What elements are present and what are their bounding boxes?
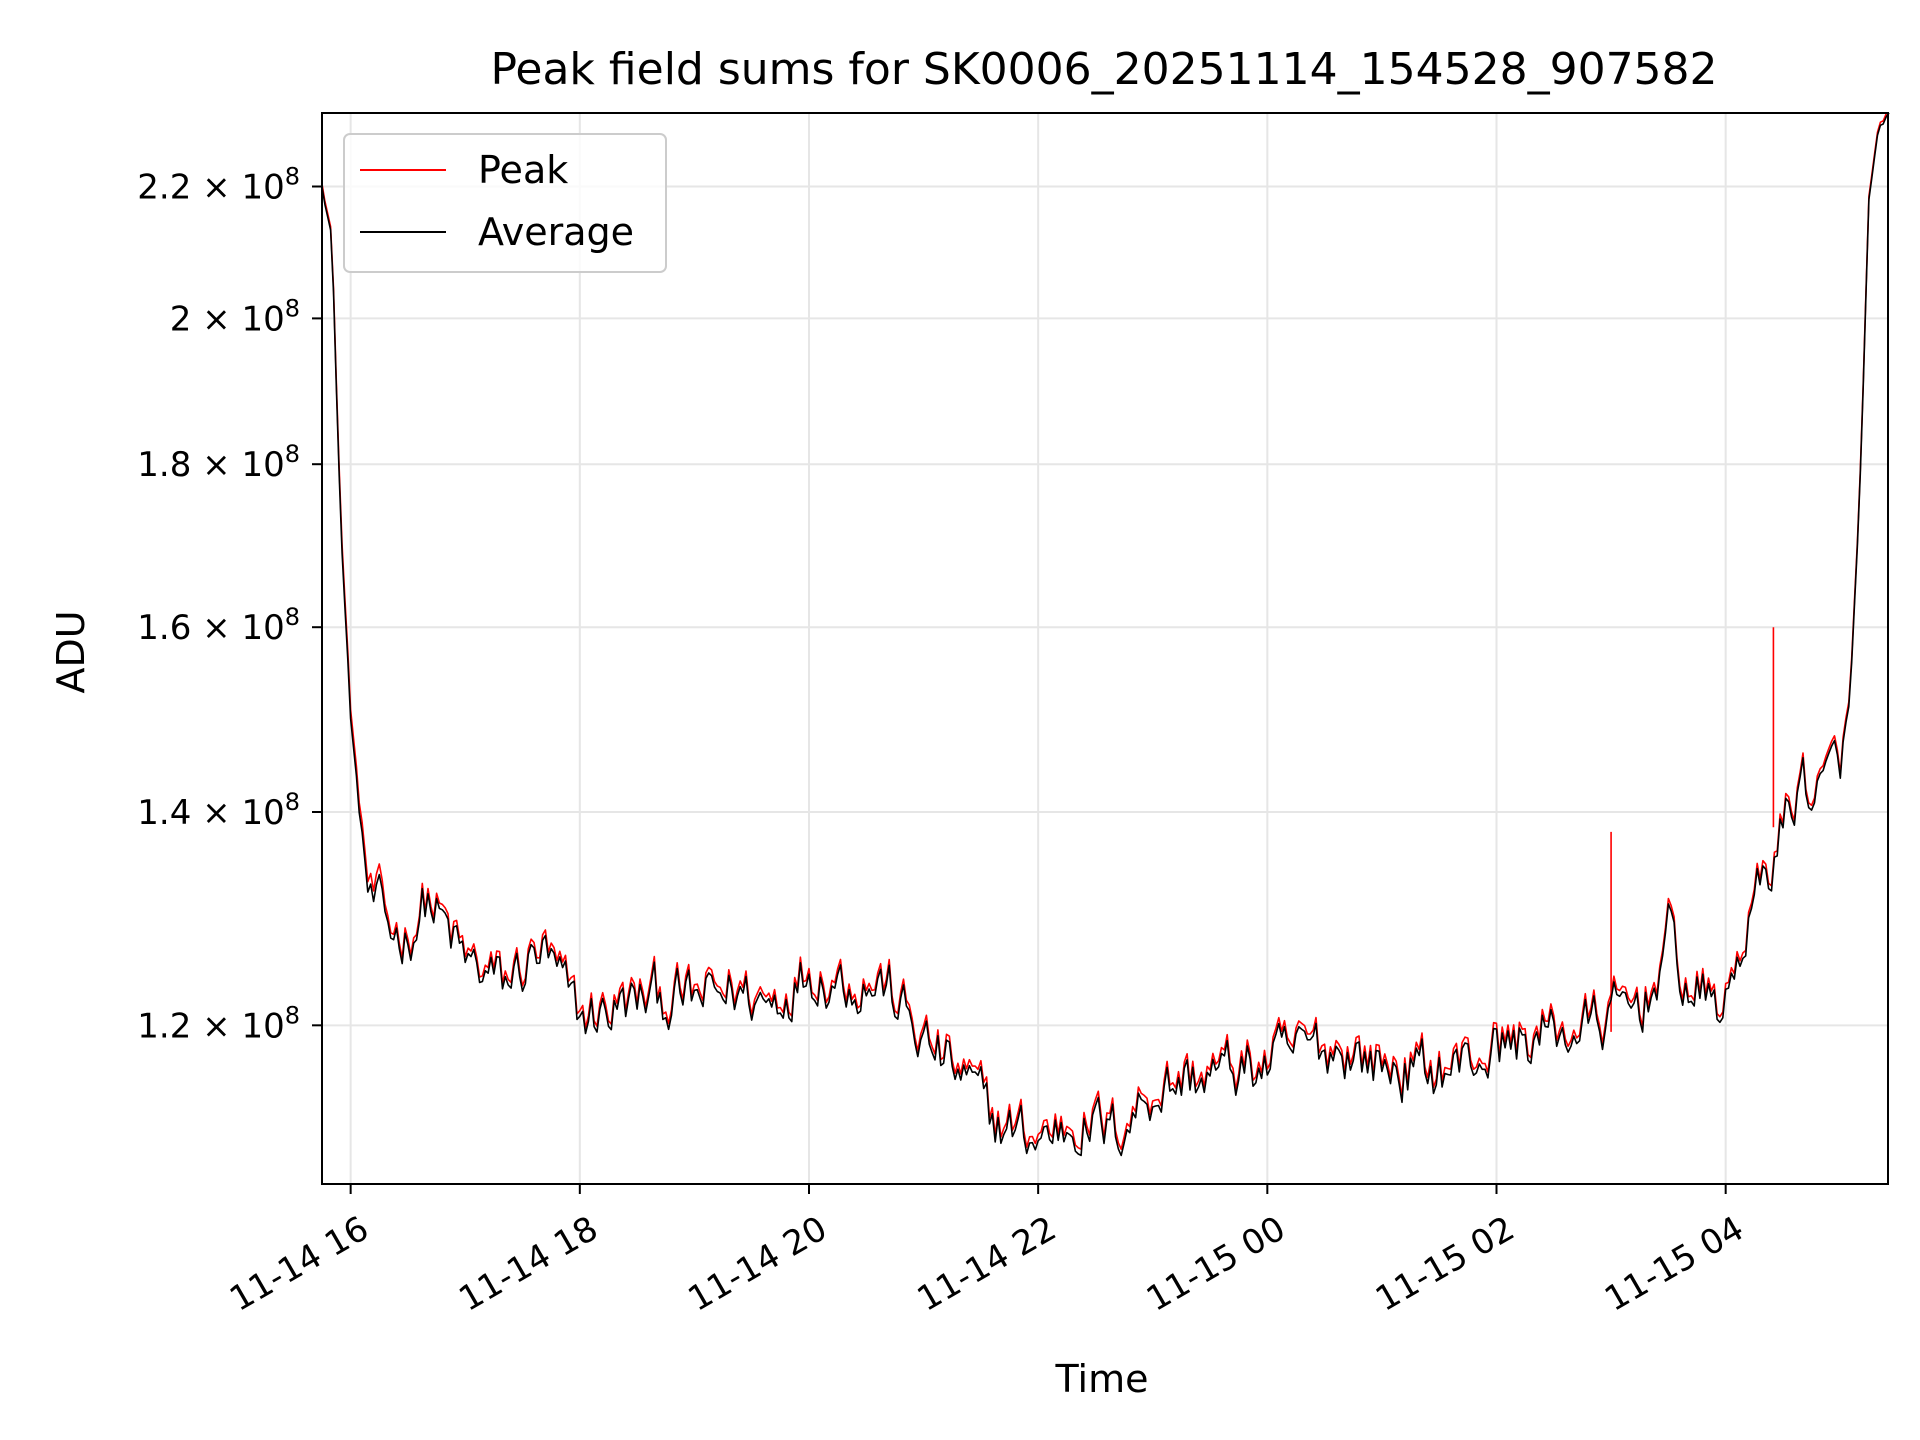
y-tick-label: 1.2 × 108	[137, 1001, 300, 1046]
legend-label-peak: Peak	[478, 148, 568, 192]
plot-frame	[321, 112, 1889, 1185]
y-axis-label: ADU	[49, 610, 93, 693]
series-layer	[321, 112, 1890, 1157]
y-tick-label: 2 × 108	[170, 294, 300, 339]
series-line-average	[321, 112, 1890, 1157]
y-axis-ticks: 1.2 × 108 1.4 × 108 1.6 × 108 1.8 × 108 2 × …	[137, 162, 322, 1046]
legend-label-average: Average	[478, 210, 634, 254]
y-tick-label: 2.2 × 108	[137, 162, 300, 207]
legend-box	[343, 133, 667, 273]
legend: Peak Average	[343, 133, 667, 273]
chart-title: Peak field sums for SK0006_20251114_1545…	[490, 44, 1717, 95]
y-tick-label: 1.8 × 108	[137, 440, 300, 485]
grid-lines	[322, 113, 1888, 1184]
y-tick-label: 1.6 × 108	[137, 603, 300, 648]
x-axis-label: Time	[1055, 1357, 1149, 1401]
y-tick-label: 1.4 × 108	[137, 788, 300, 833]
